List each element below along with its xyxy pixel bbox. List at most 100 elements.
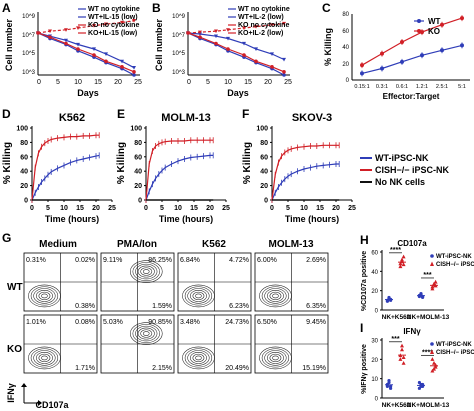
- panel-b-chart: 10^9 10^7 10^5 10^3 0 5 10 15 20 25 Days…: [154, 6, 292, 98]
- dot-point: [400, 347, 404, 352]
- panel-a-xlabel: Days: [77, 88, 99, 98]
- sig-stars: ***: [391, 336, 399, 343]
- flow-quadrant-lr: 1.59%: [152, 303, 172, 310]
- panel-letter-f: F: [242, 107, 249, 121]
- flow-contour: [33, 350, 56, 366]
- dot-point: [398, 261, 403, 266]
- xtick-label: 0: [30, 205, 34, 212]
- flow-contour: [132, 324, 160, 344]
- legend-label: CISH−/− iPSC-NK: [436, 350, 474, 356]
- flow-quadrant-ul: 6.00%: [257, 257, 277, 264]
- ytick-label: 60: [20, 154, 28, 161]
- flow-contour: [38, 353, 51, 362]
- growth-point: [104, 52, 108, 56]
- legend-label: KO: [428, 27, 440, 36]
- growth-point: [120, 20, 124, 25]
- xtick-label: 20: [92, 205, 100, 212]
- legend-marker: [430, 254, 434, 258]
- dot-point: [430, 286, 435, 291]
- flow-contour: [261, 286, 290, 306]
- ytick-label: 60: [260, 154, 268, 161]
- panel-c-ylabel: % Killing: [323, 28, 333, 66]
- flow-quadrant-ul: 9.11%: [103, 257, 122, 264]
- dot-point: [432, 361, 436, 365]
- dot-point: [430, 368, 435, 373]
- flow-quadrant-ur: 4.72%: [229, 257, 249, 264]
- ytick-label: 20: [371, 358, 378, 364]
- panel-f-ticks: 0 20 40 60 80 100 0 5 10 15 20 25: [256, 126, 356, 213]
- flow-column-pma: PMA/Ion: [117, 239, 157, 250]
- growth-point: [282, 57, 286, 62]
- dot-point: [400, 259, 404, 264]
- time-series-line: [271, 144, 340, 201]
- flow-contour: [129, 322, 163, 345]
- panel-i-ylabel: %IFNγ positive: [361, 344, 368, 394]
- growth-point: [120, 59, 124, 64]
- legend-label: KO no cytokine: [238, 22, 289, 29]
- legend-ko-label: CISH−/− iPSC-NK: [375, 165, 450, 175]
- flow-contour: [184, 348, 213, 368]
- flow-contour: [30, 348, 59, 368]
- growth-point: [198, 32, 202, 37]
- flow-contour: [266, 290, 284, 302]
- ytick-label: 60: [371, 251, 378, 257]
- flow-contour: [184, 286, 213, 306]
- panel-b-xtick: 20: [264, 79, 272, 86]
- killing-point: [400, 59, 404, 64]
- ytick-label: 80: [134, 140, 142, 147]
- dot-point: [419, 291, 423, 296]
- flow-contour: [142, 269, 150, 274]
- growth-point: [254, 47, 258, 51]
- panel-a-xtick: 10: [74, 79, 82, 86]
- flow-quadrant-ur: 2.69%: [306, 257, 326, 264]
- dot-point: [387, 379, 391, 383]
- panel-a-series: [36, 19, 136, 77]
- dot-point: [398, 357, 403, 361]
- growth-point: [132, 66, 136, 70]
- xtick-label: 25: [222, 205, 230, 212]
- panel-b-ylabel: Cell number: [154, 19, 164, 72]
- panel-e-ylabel: % Killing: [116, 142, 127, 184]
- growth-point: [48, 35, 52, 39]
- panel-b-ytick: 10^7: [172, 33, 185, 39]
- killing-point: [460, 43, 464, 48]
- flow-column-medium: Medium: [39, 239, 77, 250]
- legend-marker: [430, 342, 434, 346]
- panel-h-title: CD107a: [397, 239, 427, 248]
- flow-contour: [192, 353, 205, 362]
- panel-f-title: SKOV-3: [292, 112, 332, 124]
- panel-d-series: [31, 132, 100, 203]
- flow-contour: [259, 284, 292, 308]
- panel-letter-a: A: [2, 1, 11, 15]
- flow-contour: [187, 288, 210, 304]
- dot-point: [400, 257, 404, 262]
- panel-letter-i: I: [360, 321, 363, 335]
- xtick-label: 5: [286, 205, 290, 212]
- flow-contour: [137, 265, 155, 278]
- flow-x-arrowhead: [38, 400, 42, 406]
- panel-c-xtick: 5:1: [458, 84, 466, 90]
- ytick-label: 40: [20, 169, 28, 176]
- growth-point: [132, 19, 136, 23]
- flow-quadrant-ul: 6.84%: [180, 257, 200, 264]
- dot-point: [433, 364, 438, 369]
- legend-label: KO+IL-15 (low): [88, 30, 137, 37]
- xtick-label: 15: [190, 205, 198, 212]
- killing-series-line: [361, 17, 463, 66]
- panel-i-title: IFNγ: [403, 327, 421, 336]
- legend-wt-label: WT-iPSC-NK: [375, 153, 429, 163]
- panel-d-ticks: 0 20 40 60 80 100 0 5 10 15 20 25: [16, 126, 116, 213]
- xtick-label: 15: [76, 205, 84, 212]
- flow-contour: [137, 327, 155, 340]
- killing-point: [420, 53, 424, 58]
- flow-contour: [142, 331, 150, 336]
- killing-point: [440, 22, 444, 27]
- flow-contour: [189, 290, 207, 302]
- panel-h-ylabel: %CD107a positive: [361, 251, 368, 311]
- killing-point: [440, 48, 444, 53]
- flow-contour: [192, 291, 205, 300]
- time-series-line: [31, 134, 100, 201]
- xtick-label: NK+MOLM-13: [407, 314, 450, 321]
- flow-contour: [269, 353, 282, 362]
- flow-row-ko: KO: [7, 344, 22, 355]
